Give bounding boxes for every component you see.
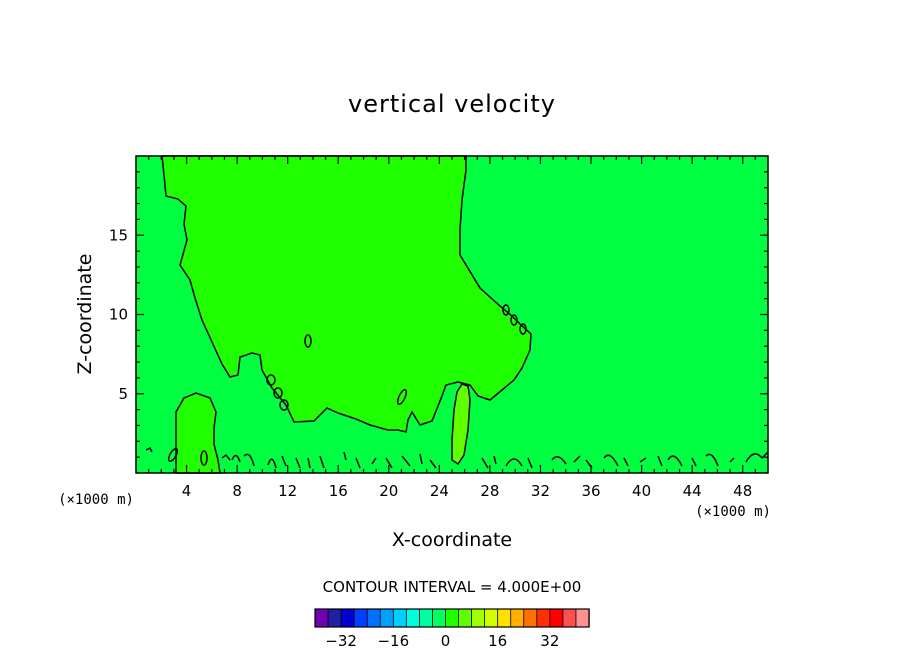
plot-area [135, 155, 769, 474]
colorbar-tick-label: 0 [441, 632, 451, 650]
x-tick-label: 44 [683, 482, 702, 500]
x-tick-label: 48 [733, 482, 752, 500]
x-axis: 4 8 12 16 20 24 28 32 36 40 44 48 [148, 156, 756, 500]
x-tick-label: 32 [531, 482, 550, 500]
colorbar-swatch [523, 608, 538, 628]
x-tick-label: 4 [182, 482, 192, 500]
core-updraft [451, 383, 471, 466]
x-tick-label: 12 [278, 482, 297, 500]
colorbar-swatch [379, 608, 394, 628]
chart-title: vertical velocity [348, 90, 556, 118]
x-tick-label: 24 [430, 482, 449, 500]
colorbar-tick-label: 16 [488, 632, 507, 650]
colorbar-swatch [497, 608, 512, 628]
colorbar-swatch [366, 608, 381, 628]
colorbar-tick-label: −32 [325, 632, 357, 650]
colorbar-swatch [575, 608, 590, 628]
colorbar-swatch [445, 608, 460, 628]
colorbar-swatch [549, 608, 564, 628]
colorbar-frame [314, 608, 590, 628]
colorbar-swatch [510, 608, 525, 628]
colorbar-tick-labels: −32 −16 0 16 32 [325, 632, 559, 650]
colorbar [314, 608, 590, 628]
x-axis-title: X-coordinate [392, 529, 512, 551]
colorbar-swatch [432, 608, 447, 628]
colorbar-swatch [353, 608, 368, 628]
colorbar-tick-label: −16 [377, 632, 409, 650]
colorbar-swatch [314, 608, 329, 628]
y-tick-label: 10 [109, 306, 128, 324]
colorbar-swatch [562, 608, 577, 628]
colorbar-swatch [340, 608, 355, 628]
left-lobe [175, 392, 221, 474]
colorbar-swatch [484, 608, 499, 628]
x-tick-label: 40 [632, 482, 651, 500]
x-unit-label-right: (×1000 m) [695, 504, 771, 520]
small-contour-cells [145, 304, 769, 469]
x-tick-label: 20 [379, 482, 398, 500]
y-axis: 5 10 15 [109, 171, 768, 458]
colorbar-swatch [471, 608, 486, 628]
colorbar-swatch [418, 608, 434, 628]
y-tick-label: 15 [109, 226, 128, 244]
y-tick-label: 5 [118, 385, 128, 403]
colorbar-swatch [405, 608, 421, 628]
y-axis-title: Z-coordinate [74, 254, 96, 375]
colorbar-tick-label: 32 [540, 632, 559, 650]
colorbar-swatch [536, 608, 551, 628]
contour-interval-label: CONTOUR INTERVAL = 4.000E+00 [323, 578, 582, 596]
x-tick-label: 28 [480, 482, 499, 500]
x-tick-label: 16 [329, 482, 348, 500]
colorbar-swatch [327, 608, 342, 628]
colorbar-swatch [458, 608, 473, 628]
colorbar-swatch [392, 608, 408, 628]
x-tick-label: 36 [581, 482, 600, 500]
x-unit-label-left: (×1000 m) [58, 492, 134, 508]
x-tick-label: 8 [232, 482, 242, 500]
